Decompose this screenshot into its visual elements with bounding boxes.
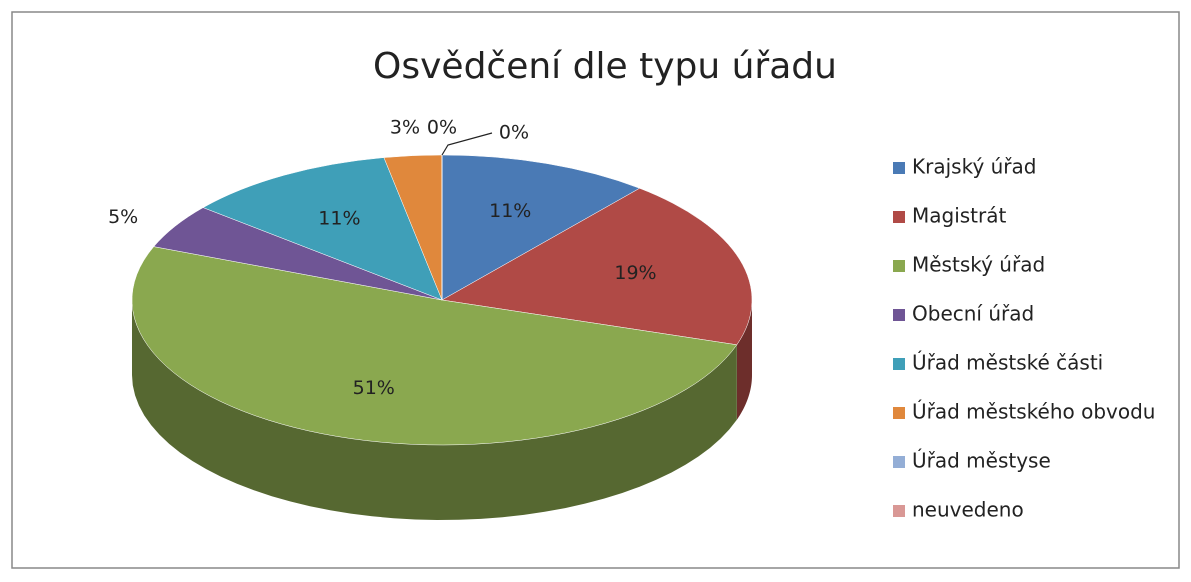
pie-side — [132, 300, 737, 520]
data-label: 19% — [614, 262, 656, 284]
legend-label: Úřad městského obvodu — [912, 400, 1155, 424]
legend-swatch — [893, 456, 905, 468]
legend-label: neuvedeno — [912, 498, 1024, 522]
legend-swatch — [893, 162, 905, 174]
pie-slice — [441, 154, 641, 301]
data-label: 3% — [390, 117, 420, 139]
legend-label: Magistrát — [912, 204, 1007, 228]
legend-swatch — [893, 309, 905, 321]
data-label: 51% — [353, 377, 395, 399]
legend-label: Obecní úřad — [912, 302, 1034, 326]
data-label: 11% — [318, 207, 360, 229]
legend-swatch — [893, 260, 905, 272]
legend-swatch — [893, 407, 905, 419]
pie-side — [736, 300, 752, 420]
pie-slice — [131, 246, 738, 446]
pie-slice — [202, 157, 443, 301]
data-label: 0% — [427, 117, 457, 139]
legend-label: Městský úřad — [912, 253, 1045, 277]
legend-swatch — [893, 211, 905, 223]
chart-title: Osvědčení dle typu úřadu — [373, 46, 837, 87]
pie-slice — [441, 188, 753, 346]
legend-label: Krajský úřad — [912, 155, 1036, 179]
data-label: 0% — [499, 122, 529, 144]
legend-swatch — [893, 505, 905, 517]
data-label: 5% — [108, 206, 138, 228]
legend-label: Úřad městské části — [912, 351, 1103, 375]
leader-line — [441, 132, 493, 156]
data-label: 11% — [489, 200, 531, 222]
legend-swatch — [893, 358, 905, 370]
legend-label: Úřad městyse — [912, 449, 1051, 473]
